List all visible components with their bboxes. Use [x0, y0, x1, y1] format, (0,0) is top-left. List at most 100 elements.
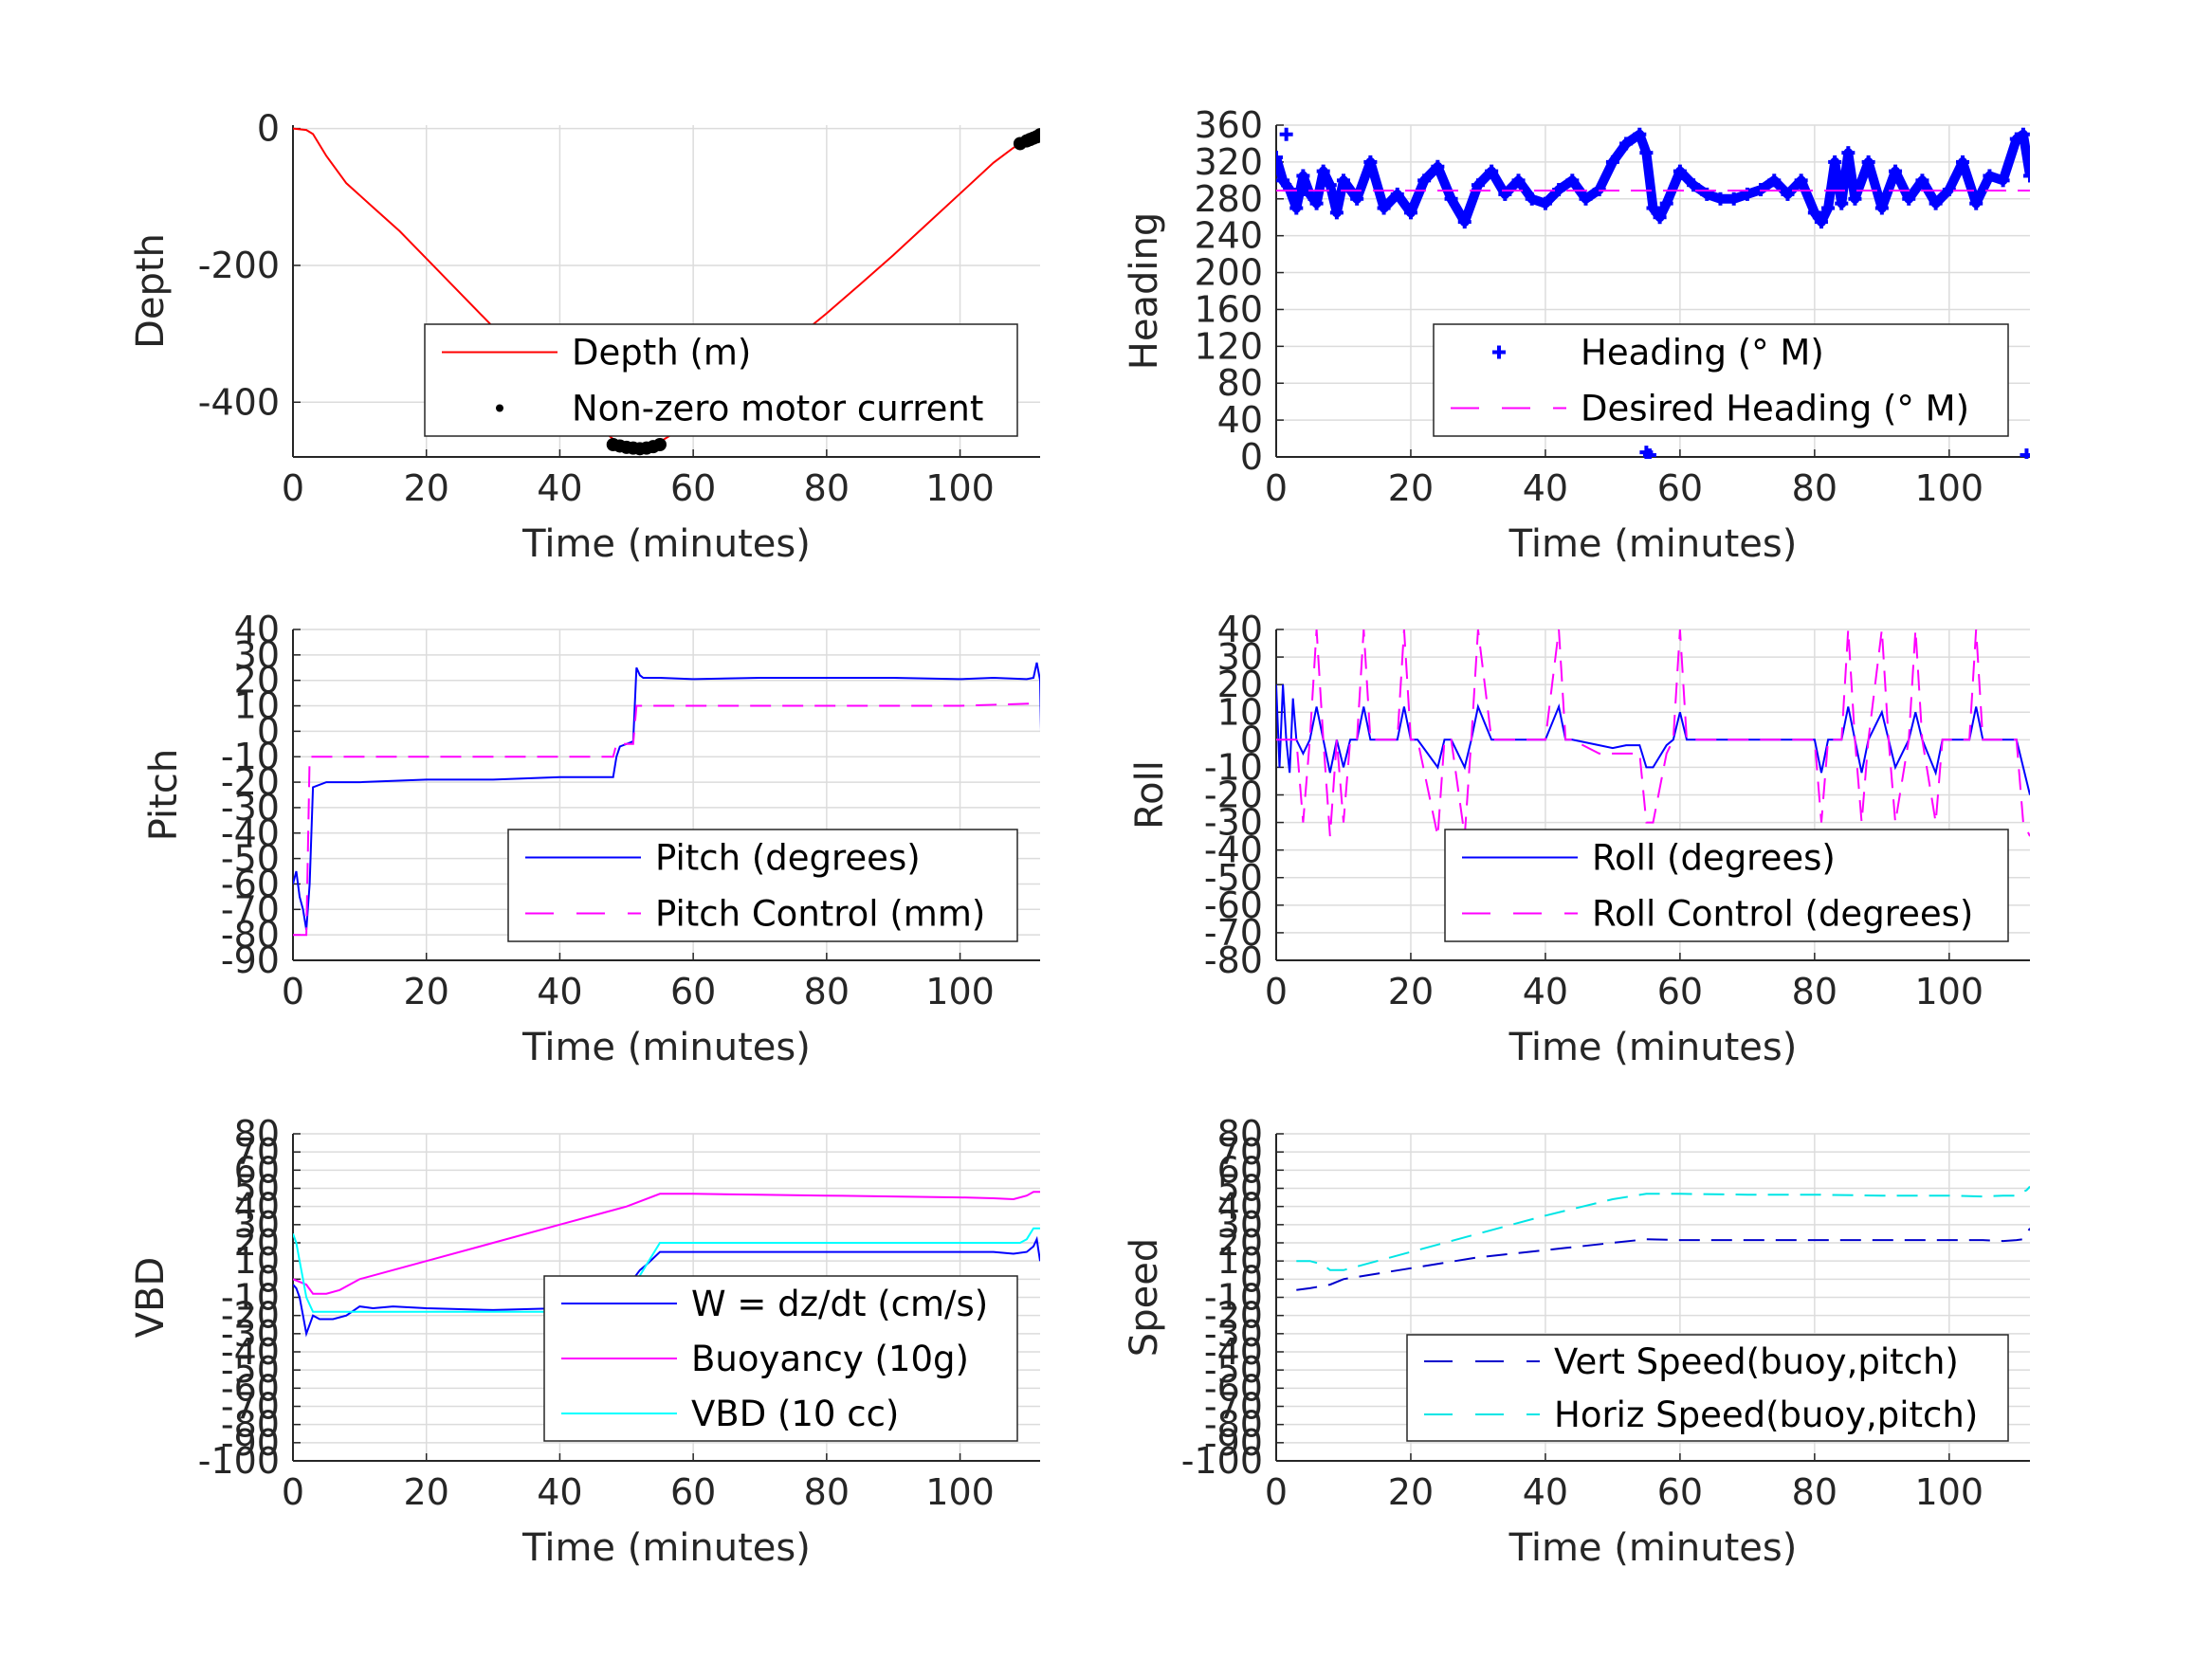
data-point-heading-m: [1619, 137, 1634, 151]
y-tick-label: -60: [1204, 884, 1263, 926]
data-point-heading-m: [1828, 155, 1842, 169]
y-tick-label: -90: [221, 1422, 280, 1464]
x-tick-label: 80: [1792, 467, 1837, 509]
data-point-heading-m: [1996, 173, 2010, 188]
y-tick-label: -30: [221, 1313, 280, 1355]
x-tick-label: 60: [1657, 1471, 1703, 1513]
data-point-heading-m: [1902, 191, 1916, 206]
data-point-heading-m: [1485, 164, 1499, 178]
legend-label-non-zero-motor-current: Non-zero motor current: [572, 389, 983, 429]
panel-heading: 0 20 40 60 80 10036032028024020016012080400Ti…: [1123, 104, 2030, 566]
data-point-heading-m: [1653, 210, 1667, 225]
x-tick-label: 20: [1388, 1471, 1434, 1513]
y-tick-label: -10: [1204, 1277, 1263, 1319]
x-tick-label: 0: [282, 971, 304, 1012]
y-tick-label: -30: [1204, 802, 1263, 844]
data-point-heading-m: [1915, 173, 1929, 188]
x-tick-label: 60: [1657, 971, 1703, 1012]
x-tick-label: 80: [804, 971, 850, 1012]
y-tick-label: 30: [234, 1204, 280, 1246]
y-tick-label: -70: [221, 888, 280, 930]
x-tick-label: 40: [1523, 1471, 1568, 1513]
x-tick-label: 60: [670, 467, 716, 509]
x-tick-label: 40: [537, 971, 582, 1012]
y-tick-label: 40: [234, 1186, 280, 1228]
data-point-heading-m: [1296, 169, 1310, 183]
y-tick-label: 40: [1217, 1186, 1263, 1228]
y-tick-label: 20: [1217, 1222, 1263, 1264]
y-tick-label: 60: [1217, 1149, 1263, 1191]
data-point-heading-m: [1329, 206, 1344, 220]
y-tick-label: -10: [221, 736, 280, 777]
y-tick-label: -60: [221, 863, 280, 904]
panel-pitch: 0 20 40 60 80 100403020100-10-20-30-40-50-60-…: [142, 609, 1040, 1069]
y-tick-label: 0: [257, 1258, 280, 1300]
x-tick-label: 0: [282, 1471, 304, 1513]
y-tick-label: -90: [221, 939, 280, 981]
x-tick-label: 40: [1523, 467, 1568, 509]
data-point-heading-m: [1289, 201, 1304, 215]
y-tick-label: 0: [1240, 436, 1263, 478]
legend-label-desired-heading-m: Desired Heading (° M): [1581, 389, 1969, 429]
data-point-heading-m: [1713, 191, 1728, 206]
y-axis-label: Depth: [129, 233, 173, 349]
x-tick-label: 0: [1265, 1471, 1288, 1513]
y-tick-label: -70: [1204, 912, 1263, 954]
series-line-roll-control-degrees: [1276, 629, 2030, 837]
legend-label-horiz-speed-buoy-pitch: Horiz Speed(buoy,pitch): [1554, 1395, 1978, 1435]
y-tick-label: -40: [1204, 1331, 1263, 1373]
y-tick-label: 320: [1194, 141, 1263, 183]
y-tick-label: -80: [221, 914, 280, 956]
x-tick-label: 100: [1915, 971, 1984, 1012]
y-tick-label: 360: [1194, 104, 1263, 146]
data-point-heading-m: [1639, 146, 1654, 160]
x-axis-label: Time (minutes): [521, 522, 811, 566]
x-axis-label: Time (minutes): [521, 1526, 811, 1570]
x-tick-label: 20: [1388, 467, 1434, 509]
legend-label-vert-speed-buoy-pitch: Vert Speed(buoy,pitch): [1554, 1341, 1959, 1382]
data-point-heading-m: [2016, 127, 2030, 141]
x-tick-label: 100: [925, 1471, 995, 1513]
data-point-heading-m: [1538, 196, 1552, 210]
data-point-heading-m: [1444, 191, 1458, 206]
y-tick-label: -20: [1204, 1295, 1263, 1337]
legend: Heading (° M) Desired Heading (° M): [1433, 323, 2009, 437]
y-axis-label: VBD: [129, 1257, 173, 1339]
data-point-non-zero-motor-current: [1033, 128, 1040, 142]
x-tick-label: 20: [404, 971, 449, 1012]
x-axis-label: Time (minutes): [521, 1026, 811, 1069]
data-point-heading-m: [1525, 191, 1539, 206]
x-axis-label: Time (minutes): [1508, 1526, 1798, 1570]
y-tick-label: 0: [257, 108, 280, 150]
y-tick-label: 120: [1194, 325, 1263, 367]
x-tick-label: 40: [1523, 971, 1568, 1012]
x-tick-label: 80: [804, 467, 850, 509]
data-point-heading-m: [1929, 196, 1943, 210]
data-point-heading-m: [1457, 215, 1472, 229]
x-tick-label: 20: [404, 467, 449, 509]
legend: Pitch (degrees) Pitch Control (mm): [507, 829, 1018, 942]
legend-label-roll-degrees: Roll (degrees): [1592, 838, 1836, 879]
series-band-heading-m: [1276, 129, 2030, 228]
x-tick-label: 100: [1915, 467, 1984, 509]
y-tick-label: -60: [221, 1367, 280, 1409]
data-point-heading-m: [2009, 132, 2023, 146]
data-point-heading-m: [1276, 151, 1283, 165]
data-point-heading-m: [1646, 201, 1660, 215]
y-tick-label: 70: [234, 1131, 280, 1173]
data-point-heading-m: [1350, 191, 1364, 206]
x-tick-label: 40: [537, 1471, 582, 1513]
legend: Vert Speed(buoy,pitch) Horiz Speed(buoy,p…: [1406, 1334, 2009, 1442]
y-tick-label: 50: [234, 1168, 280, 1210]
data-point-heading-m: [1390, 187, 1404, 201]
y-tick-label: 0: [257, 710, 280, 752]
series-group: [293, 127, 1040, 456]
y-tick-label: 200: [1194, 252, 1263, 294]
y-tick-label: -50: [1204, 857, 1263, 899]
data-point-heading-m: [1403, 206, 1417, 220]
y-tick-label: 20: [234, 660, 280, 702]
y-tick-label: -40: [221, 1331, 280, 1373]
series-group: [293, 662, 1040, 937]
legend-label-depth-m: Depth (m): [572, 333, 751, 374]
